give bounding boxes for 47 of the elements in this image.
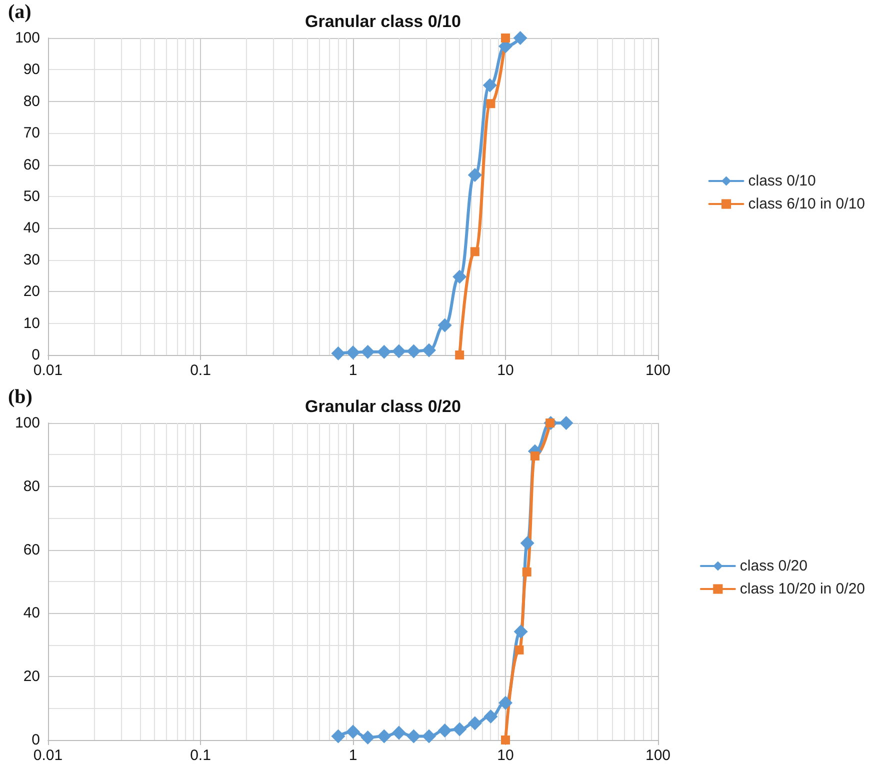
x-tick-label: 0.1	[190, 362, 211, 379]
y-tick-label: 40	[23, 604, 40, 622]
y-tick-label: 100	[14, 30, 40, 46]
y-tick-label: 90	[23, 61, 40, 78]
x-tick-label: 1	[348, 747, 358, 764]
point	[360, 344, 375, 359]
y-tick-label: 70	[23, 124, 40, 142]
point	[392, 344, 406, 358]
y-tick-label: 60	[23, 156, 40, 174]
y-tick-label: 0	[32, 732, 40, 748]
text: (a)	[8, 1, 32, 23]
y-tick-label: 50	[23, 188, 40, 205]
x-tick-label: 10	[497, 747, 514, 764]
point	[468, 168, 482, 182]
legend-label: class 0/10	[748, 172, 816, 190]
point	[346, 345, 360, 360]
y-tick-label: 30	[23, 251, 40, 268]
point	[422, 343, 436, 358]
y-tick-label: 20	[23, 283, 40, 300]
point	[438, 318, 452, 332]
legend-label: class 0/20	[740, 558, 808, 574]
point	[377, 344, 392, 359]
point	[452, 270, 467, 284]
x-tick-label: 0.01	[33, 362, 63, 379]
point	[513, 31, 528, 45]
point	[482, 78, 497, 92]
chart-title: Granular class 0/10	[305, 12, 461, 31]
y-tick-label: 100	[14, 414, 40, 432]
x-tick-label: 0.1	[190, 747, 211, 764]
point	[406, 344, 421, 358]
chart-title: Granular class 0/20	[305, 397, 461, 416]
y-tick-label: 20	[23, 668, 40, 686]
y-tick-label: 40	[23, 220, 40, 237]
x-tick-label: 0.01	[33, 747, 63, 764]
y-tick-label: 0	[32, 346, 40, 364]
y-tick-label: 60	[23, 541, 40, 558]
point	[331, 346, 346, 360]
x-tick-label: 100	[645, 362, 671, 379]
y-tick-label: 10	[23, 314, 40, 332]
text: (b)	[8, 386, 32, 408]
x-tick-label: 100	[645, 747, 671, 764]
x-tick-label: 10	[497, 362, 514, 379]
y-tick-label: 80	[23, 478, 40, 495]
x-tick-label: 1	[348, 362, 358, 379]
legend-label: class 10/20 in 0/20	[740, 580, 866, 598]
legend-label: class 6/10 in 0/10	[748, 196, 866, 212]
y-tick-label: 80	[23, 92, 40, 110]
